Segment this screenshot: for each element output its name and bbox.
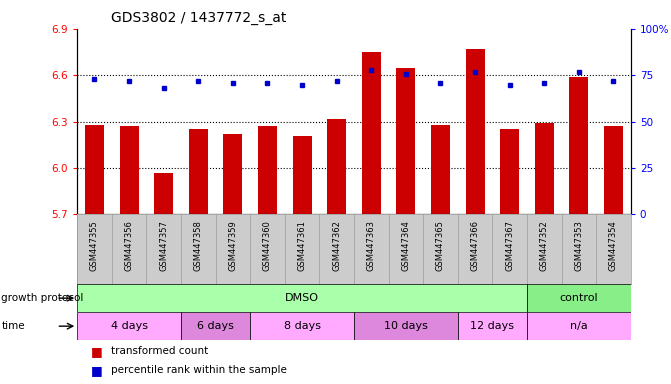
Text: control: control — [560, 293, 598, 303]
Bar — [527, 312, 631, 340]
Bar — [535, 123, 554, 214]
Bar — [458, 312, 527, 340]
Text: GSM447366: GSM447366 — [470, 220, 480, 271]
Text: n/a: n/a — [570, 321, 588, 331]
Text: GSM447364: GSM447364 — [401, 220, 411, 271]
Bar — [362, 52, 380, 214]
Bar — [77, 312, 181, 340]
Bar — [431, 125, 450, 214]
Bar — [500, 129, 519, 214]
Text: 4 days: 4 days — [111, 321, 148, 331]
Text: 12 days: 12 days — [470, 321, 515, 331]
Text: transformed count: transformed count — [111, 346, 208, 356]
Bar — [527, 284, 631, 312]
Bar — [327, 119, 346, 214]
Bar — [77, 284, 527, 312]
Bar — [189, 129, 208, 214]
Bar — [258, 126, 277, 214]
Text: GSM447359: GSM447359 — [228, 220, 238, 270]
Bar — [85, 125, 104, 214]
Text: 10 days: 10 days — [384, 321, 428, 331]
Text: GSM447352: GSM447352 — [539, 220, 549, 270]
Text: GSM447360: GSM447360 — [263, 220, 272, 271]
Bar — [119, 126, 139, 214]
Bar — [154, 172, 173, 214]
Text: ■: ■ — [91, 345, 103, 358]
Text: ■: ■ — [91, 364, 103, 377]
Text: GSM447363: GSM447363 — [367, 220, 376, 271]
Bar — [250, 312, 354, 340]
Bar — [181, 312, 250, 340]
Text: GSM447361: GSM447361 — [297, 220, 307, 271]
Bar — [223, 134, 242, 214]
Text: time: time — [1, 321, 25, 331]
Text: 6 days: 6 days — [197, 321, 234, 331]
Text: GSM447367: GSM447367 — [505, 220, 514, 271]
Text: GSM447362: GSM447362 — [332, 220, 341, 271]
Text: GDS3802 / 1437772_s_at: GDS3802 / 1437772_s_at — [111, 11, 286, 25]
Text: GSM447354: GSM447354 — [609, 220, 618, 270]
Text: 8 days: 8 days — [284, 321, 321, 331]
Text: growth protocol: growth protocol — [1, 293, 84, 303]
Bar — [604, 126, 623, 214]
Bar — [354, 312, 458, 340]
Bar — [293, 136, 311, 214]
Bar — [569, 77, 588, 214]
Bar — [397, 68, 415, 214]
Text: GSM447365: GSM447365 — [436, 220, 445, 271]
Text: GSM447358: GSM447358 — [194, 220, 203, 271]
Text: percentile rank within the sample: percentile rank within the sample — [111, 365, 287, 375]
Text: GSM447356: GSM447356 — [125, 220, 134, 271]
Text: DMSO: DMSO — [285, 293, 319, 303]
Text: GSM447357: GSM447357 — [159, 220, 168, 271]
Text: GSM447355: GSM447355 — [90, 220, 99, 270]
Bar — [466, 49, 484, 214]
Text: GSM447353: GSM447353 — [574, 220, 583, 271]
